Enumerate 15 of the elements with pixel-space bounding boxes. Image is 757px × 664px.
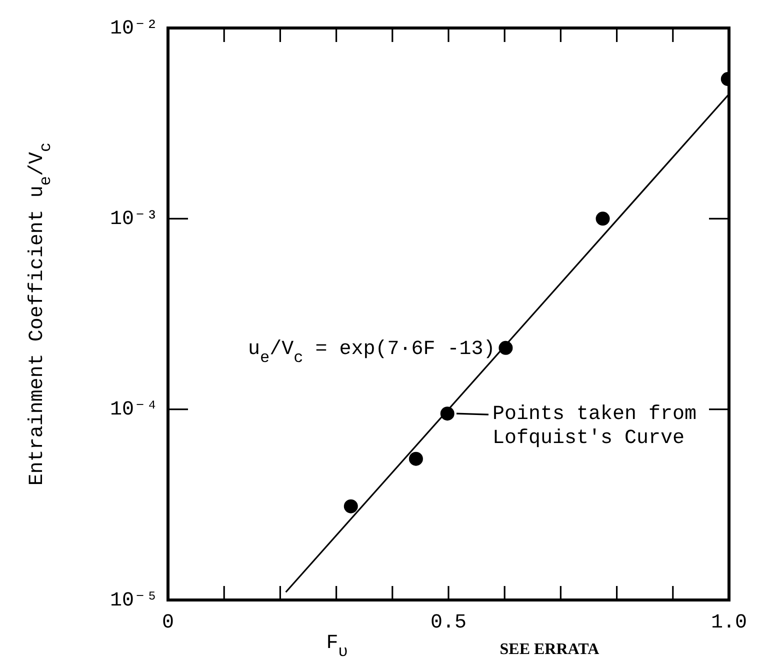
x-tick-label: 0.5 — [430, 611, 467, 634]
point — [344, 499, 358, 514]
y-tick-label: 10⁻⁵ — [110, 589, 158, 612]
point — [408, 452, 423, 466]
text: SEE ERRATA — [500, 641, 600, 658]
annotation: Points taken from Lofquist's Curve — [492, 402, 697, 450]
y-tick-label: 10⁻² — [110, 17, 158, 40]
point — [596, 212, 610, 226]
x-tick-label: 0 — [162, 611, 174, 634]
y-axis-title: Entrainment Coefficient ue/Vc — [26, 142, 55, 486]
point — [498, 340, 513, 355]
y-tick-label: 10⁻⁴ — [110, 398, 158, 422]
y-tick-label: 10⁻³ — [110, 208, 158, 231]
point — [440, 406, 454, 421]
x-tick-label: 1.0 — [710, 611, 748, 634]
